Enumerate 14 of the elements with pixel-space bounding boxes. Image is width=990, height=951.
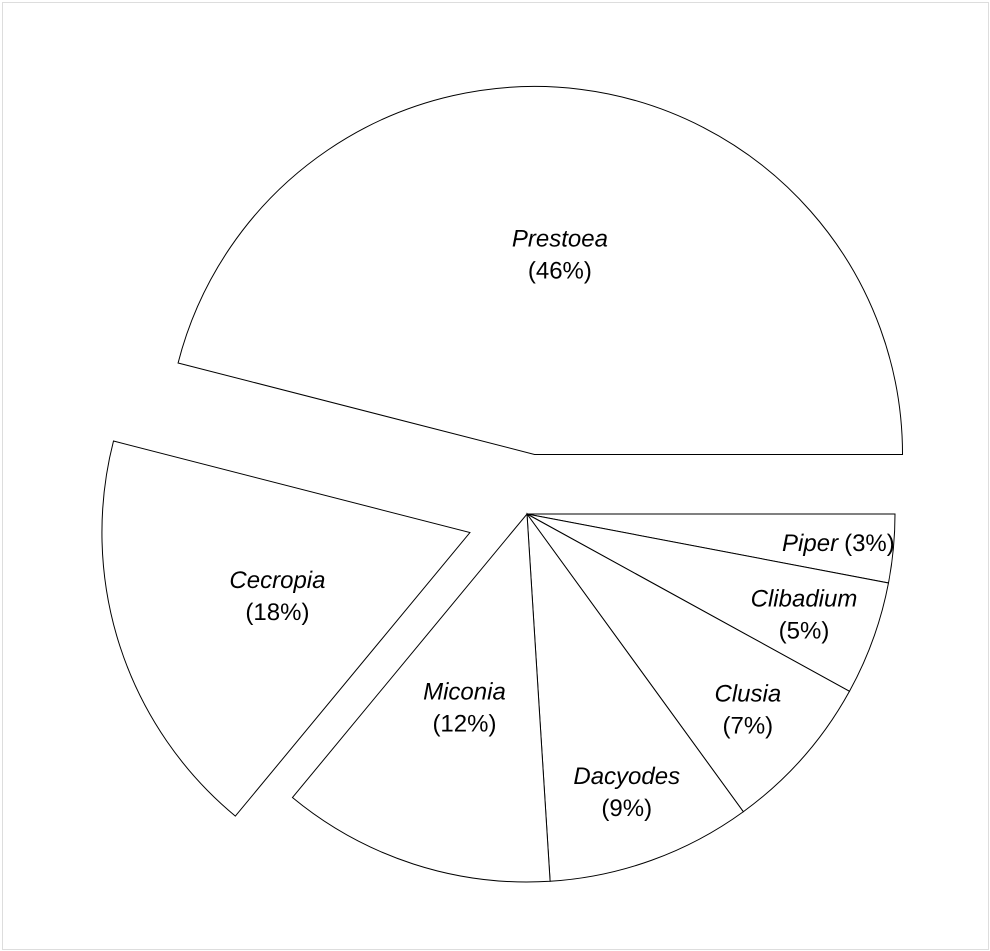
slice-label: Cecropia	[229, 567, 326, 594]
data-label: (5%)	[778, 618, 830, 645]
slice-label: Miconia	[423, 678, 506, 706]
slice-label: Clibadium	[750, 586, 858, 613]
slice-label: Dacyodes	[573, 762, 680, 790]
slice-label: Piper	[782, 530, 840, 557]
data-label: (18%)	[245, 599, 310, 626]
data-label: (9%)	[601, 794, 652, 822]
data-label: (46%)	[528, 258, 592, 285]
slice-label: Prestoea	[512, 226, 608, 253]
data-label: (7%)	[722, 712, 774, 740]
slice-label: Clusia	[714, 680, 782, 708]
data-label: (3%)	[844, 530, 895, 557]
data-label: (12%)	[432, 710, 496, 738]
